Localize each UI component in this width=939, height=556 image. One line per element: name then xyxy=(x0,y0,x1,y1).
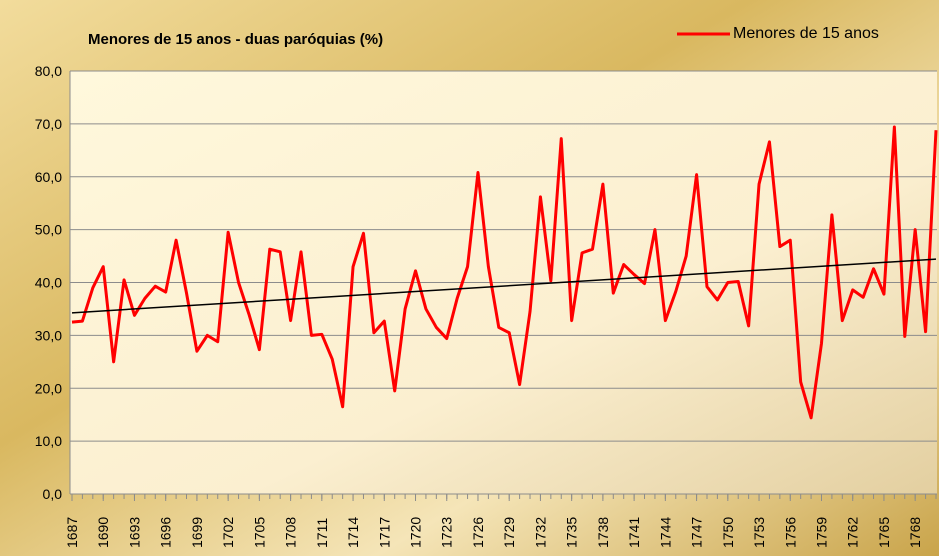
x-tick-label: 1735 xyxy=(564,517,580,548)
x-tick-label: 1714 xyxy=(345,517,361,548)
y-tick-label: 60,0 xyxy=(35,169,62,185)
x-tick-label: 1732 xyxy=(532,517,548,548)
x-tick-label: 1729 xyxy=(501,517,517,548)
data-line xyxy=(71,125,938,420)
x-tick-label: 1738 xyxy=(595,517,611,548)
x-tick-label: 1723 xyxy=(439,517,455,548)
x-tick-label: 1699 xyxy=(189,517,205,548)
x-tick-label: 1762 xyxy=(845,517,861,548)
y-tick-label: 20,0 xyxy=(35,380,62,396)
y-tick-label: 0,0 xyxy=(43,486,63,502)
x-tick-label: 1765 xyxy=(876,517,892,548)
y-tick-label: 70,0 xyxy=(35,116,62,132)
x-tick-label: 1753 xyxy=(751,517,767,548)
x-tick-label: 1696 xyxy=(158,517,174,548)
x-tick-label: 1741 xyxy=(626,517,642,548)
x-tick-label: 1747 xyxy=(689,517,705,548)
y-tick-label: 40,0 xyxy=(35,275,62,291)
x-tick-label: 1693 xyxy=(126,517,142,548)
x-tick-label: 1744 xyxy=(657,517,673,548)
trendline xyxy=(71,258,937,314)
x-tick-label: 1687 xyxy=(64,517,80,548)
x-tick-label: 1726 xyxy=(470,517,486,548)
x-tick-label: 1768 xyxy=(907,517,923,548)
x-tick-label: 1750 xyxy=(720,517,736,548)
y-tick-label: 30,0 xyxy=(35,327,62,343)
x-tick-label: 1702 xyxy=(220,517,236,548)
x-tick-label: 1690 xyxy=(95,517,111,548)
chart-title: Menores de 15 anos - duas paróquias (%) xyxy=(88,31,383,48)
x-tick-label: 1711 xyxy=(314,518,330,548)
y-tick-label: 80,0 xyxy=(35,63,62,79)
y-tick-label: 50,0 xyxy=(35,222,62,238)
x-tick-label: 1705 xyxy=(251,517,267,548)
x-tick-label: 1717 xyxy=(376,517,392,548)
x-tick-label: 1708 xyxy=(283,517,299,548)
x-tick-label: 1756 xyxy=(782,517,798,548)
legend-label: Menores de 15 anos xyxy=(733,25,879,42)
y-tick-label: 10,0 xyxy=(35,433,62,449)
x-tick-label: 1720 xyxy=(408,517,424,548)
x-tick-label: 1759 xyxy=(813,517,829,548)
